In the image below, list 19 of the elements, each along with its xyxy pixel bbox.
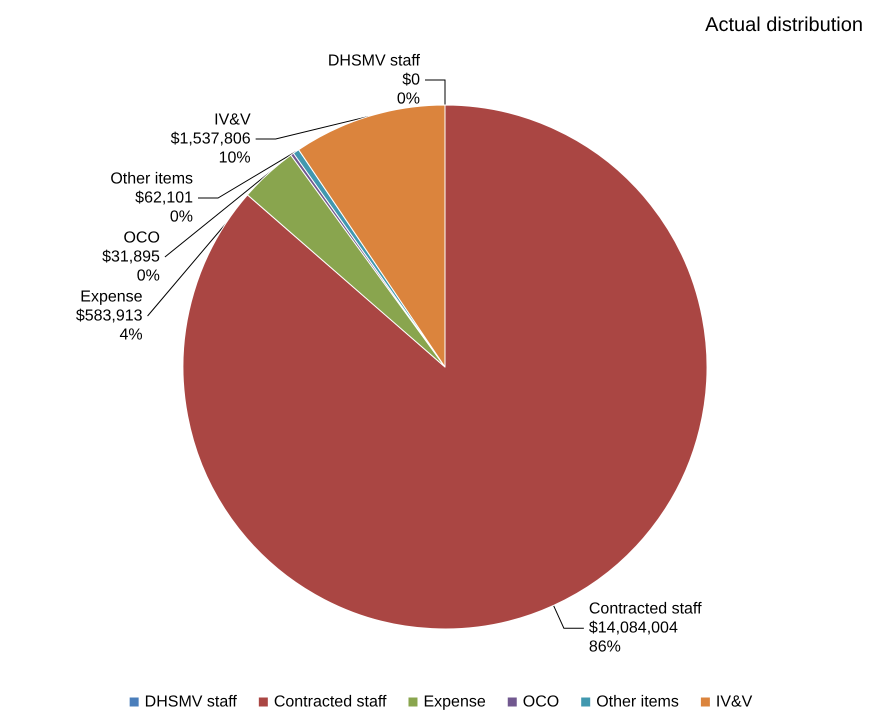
data-label: $31,895 0% (102, 248, 160, 284)
legend-label: OCO (522, 694, 560, 710)
slice-label: Expense (80, 288, 143, 306)
text: $0 0% (396, 72, 420, 108)
chart-title: Actual distribution (705, 14, 864, 36)
legend-label: DHSMV staff (144, 694, 238, 710)
legend-label: Expense (423, 694, 486, 710)
slice-label: IV&V (214, 112, 251, 128)
legend-label: Other items (596, 694, 679, 710)
category-label: DHSMV staff (328, 52, 420, 70)
data-label: $62,101 0% (135, 190, 194, 226)
data-label: $14,084,004 86% (588, 620, 678, 656)
slice-label: Contracted staff (588, 600, 702, 618)
slice-label: Other items (110, 170, 194, 188)
legend-label: IV&V (716, 694, 753, 710)
data-label: $1,537,806 10% (170, 130, 251, 166)
slice-label: OCO (123, 230, 160, 246)
data-label: $583,913 4% (76, 308, 143, 344)
legend-label: Contracted staff (274, 694, 388, 710)
